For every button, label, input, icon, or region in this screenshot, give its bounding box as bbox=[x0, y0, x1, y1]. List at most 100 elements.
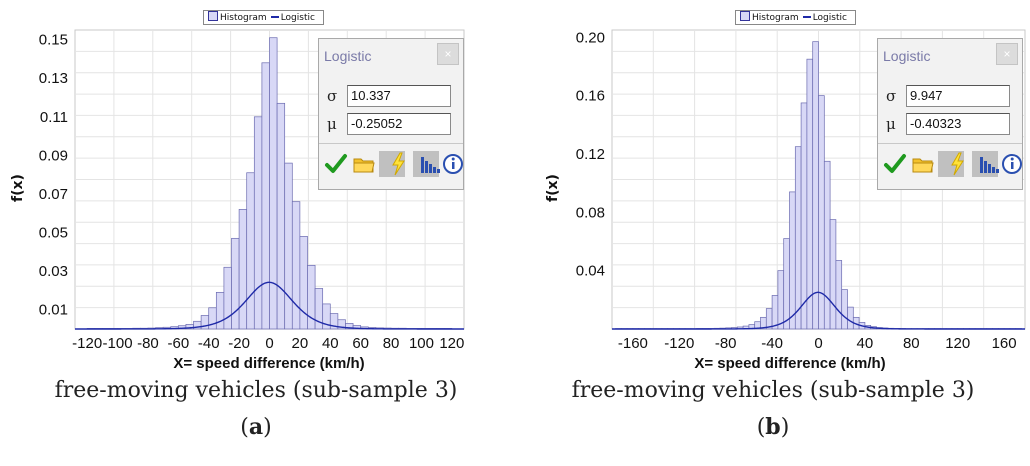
x-tick-label: 0 bbox=[814, 335, 822, 352]
x-tick-label: 0 bbox=[265, 335, 273, 352]
lightning-icon[interactable] bbox=[944, 151, 970, 177]
mu-symbol: μ bbox=[327, 115, 337, 133]
sub-label-letter: a bbox=[248, 414, 264, 440]
folder-icon[interactable] bbox=[910, 151, 936, 177]
lightning-icon[interactable] bbox=[385, 151, 411, 177]
legend-b: Histogram Logistic bbox=[735, 10, 856, 25]
histogram-bar bbox=[215, 291, 225, 330]
histogram-bar bbox=[777, 270, 785, 330]
histogram-bar bbox=[794, 146, 802, 330]
legend-logistic-label: Logistic bbox=[280, 13, 315, 23]
histogram-swatch-icon bbox=[740, 11, 750, 21]
y-axis-label-a: f(x) bbox=[9, 174, 26, 202]
sub-label-a: (a) bbox=[240, 414, 272, 440]
sub-label-b: (b) bbox=[756, 414, 790, 440]
check-icon[interactable] bbox=[323, 151, 349, 177]
y-tick-label: 0.12 bbox=[576, 146, 605, 163]
y-tick-label: 0.04 bbox=[576, 263, 605, 280]
histogram-bar bbox=[291, 201, 301, 330]
x-tick-label: -100 bbox=[103, 335, 133, 352]
histogram-bar bbox=[835, 260, 843, 330]
check-icon[interactable] bbox=[882, 151, 908, 177]
histogram-bar bbox=[253, 116, 263, 330]
y-tick-label: 0.09 bbox=[39, 147, 68, 164]
histogram-bar bbox=[812, 41, 819, 330]
x-tick-label: 80 bbox=[383, 335, 400, 352]
histogram-bar bbox=[208, 307, 217, 330]
chart-panel-b: 0.04 0.08 0.12 0.16 0.20 -160 -120 -80 -40 0 40 80 1… bbox=[515, 0, 1030, 466]
dialog-title: Logistic bbox=[883, 48, 931, 64]
logistic-line-icon bbox=[270, 16, 279, 18]
logistic-curve bbox=[612, 291, 1025, 330]
caption-b: free-moving vehicles (sub-sample 3) bbox=[571, 378, 975, 403]
x-tick-label: 40 bbox=[857, 335, 874, 352]
x-tick-label: -60 bbox=[167, 335, 189, 352]
histogram-bars bbox=[86, 37, 453, 330]
chart-panel-a: 0.01 0.03 0.05 0.07 0.09 0.11 0.13 0.15 -120 -100… bbox=[9, 10, 465, 440]
x-tick-label: 40 bbox=[322, 335, 339, 352]
histogram-bar bbox=[238, 209, 248, 330]
y-axis-ticks: 0.01 0.03 0.05 0.07 0.09 0.11 0.13 0.15 bbox=[39, 32, 68, 319]
histogram-bar bbox=[231, 237, 240, 330]
close-button[interactable]: × bbox=[996, 43, 1018, 65]
histogram-bar bbox=[841, 289, 848, 330]
y-tick-label: 0.05 bbox=[39, 225, 68, 242]
dialog-divider bbox=[319, 143, 463, 144]
histogram-bar bbox=[806, 58, 814, 330]
dialog-toolbar bbox=[882, 151, 1022, 181]
legend-logistic-label: Logistic bbox=[812, 13, 847, 23]
x-axis-ticks: -160 -120 -80 -40 0 40 80 120 160 bbox=[618, 335, 1017, 352]
caption-a: free-moving vehicles (sub-sample 3) bbox=[54, 378, 458, 403]
logistic-line-icon bbox=[802, 16, 811, 18]
sigma-field[interactable]: 9.947 bbox=[906, 85, 1010, 107]
x-axis-label-b: X= speed difference (km/h) bbox=[694, 355, 886, 372]
sigma-field[interactable]: 10.337 bbox=[347, 85, 451, 107]
histogram-bar bbox=[783, 238, 790, 330]
y-tick-label: 0.11 bbox=[40, 109, 68, 126]
x-axis-label-a: X= speed difference (km/h) bbox=[173, 355, 365, 372]
x-tick-label: 60 bbox=[352, 335, 369, 352]
histogram-bar bbox=[829, 219, 837, 330]
x-tick-label: -80 bbox=[715, 335, 737, 352]
histogram-bar bbox=[246, 172, 255, 330]
histogram-bar bbox=[261, 62, 270, 330]
x-tick-label: -40 bbox=[761, 335, 783, 352]
x-tick-label: 160 bbox=[992, 335, 1017, 352]
y-tick-label: 0.03 bbox=[39, 263, 68, 280]
y-tick-label: 0.13 bbox=[39, 70, 68, 87]
y-axis-ticks: 0.04 0.08 0.12 0.16 0.20 bbox=[576, 29, 605, 279]
y-tick-label: 0.20 bbox=[576, 29, 605, 46]
histogram-icon[interactable] bbox=[417, 151, 443, 177]
x-tick-label: -120 bbox=[664, 335, 694, 352]
dialog-toolbar bbox=[323, 151, 463, 181]
logistic-dialog-a: Logistic × σ 10.337 μ -0.25052 bbox=[318, 38, 464, 190]
sigma-symbol: σ bbox=[886, 87, 897, 105]
x-tick-label: 80 bbox=[903, 335, 920, 352]
histogram-icon[interactable] bbox=[976, 151, 1002, 177]
info-icon[interactable] bbox=[1000, 151, 1026, 177]
sigma-symbol: σ bbox=[327, 87, 338, 105]
x-tick-label: -80 bbox=[137, 335, 159, 352]
legend-histogram-label: Histogram bbox=[220, 13, 267, 23]
histogram-bar bbox=[847, 306, 854, 330]
y-tick-label: 0.15 bbox=[39, 32, 68, 49]
close-button[interactable]: × bbox=[437, 43, 459, 65]
y-axis-label-b: f(x) bbox=[544, 174, 561, 202]
y-tick-label: 0.01 bbox=[39, 302, 68, 319]
x-tick-label: -160 bbox=[618, 335, 648, 352]
x-tick-label: 120 bbox=[945, 335, 970, 352]
sub-label-letter: b bbox=[765, 414, 781, 440]
histogram-bar bbox=[276, 102, 286, 330]
dialog-title: Logistic bbox=[324, 48, 372, 64]
x-tick-label: 20 bbox=[292, 335, 309, 352]
mu-symbol: μ bbox=[886, 115, 896, 133]
folder-icon[interactable] bbox=[351, 151, 377, 177]
logistic-curve bbox=[75, 281, 464, 330]
mu-field[interactable]: -0.40323 bbox=[906, 113, 1010, 135]
mu-field[interactable]: -0.25052 bbox=[347, 113, 451, 135]
legend-a: Histogram Logistic bbox=[203, 10, 324, 25]
y-tick-label: 0.16 bbox=[576, 88, 605, 105]
x-tick-label: 120 bbox=[439, 335, 464, 352]
info-icon[interactable] bbox=[441, 151, 467, 177]
histogram-bar bbox=[789, 191, 796, 330]
